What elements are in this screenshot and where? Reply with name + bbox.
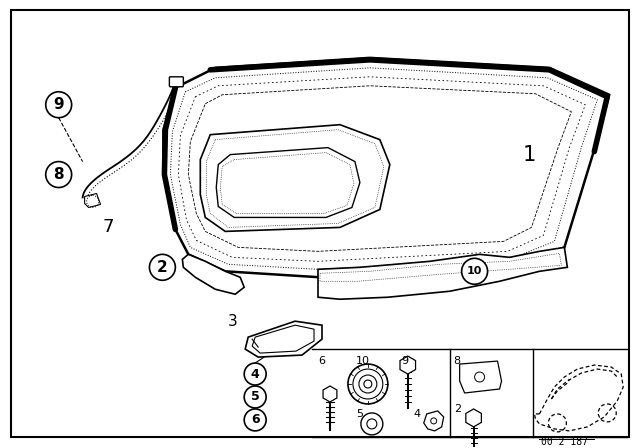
Text: 5: 5 — [251, 391, 260, 404]
Text: 6: 6 — [251, 414, 259, 426]
Text: 10: 10 — [356, 356, 370, 366]
Text: 2: 2 — [454, 404, 461, 414]
Text: 2: 2 — [157, 260, 168, 275]
Polygon shape — [163, 58, 609, 277]
Polygon shape — [84, 194, 100, 207]
Polygon shape — [252, 325, 314, 353]
Text: 5: 5 — [356, 409, 363, 419]
Text: 7: 7 — [103, 219, 115, 237]
FancyBboxPatch shape — [170, 77, 183, 87]
Polygon shape — [216, 148, 360, 217]
Circle shape — [475, 372, 484, 382]
Text: 8: 8 — [53, 167, 64, 182]
Polygon shape — [424, 411, 444, 431]
Circle shape — [359, 375, 377, 393]
Circle shape — [367, 419, 377, 429]
Circle shape — [244, 409, 266, 431]
Polygon shape — [182, 254, 244, 294]
Circle shape — [45, 162, 72, 188]
Text: 10: 10 — [467, 266, 483, 276]
Text: 3: 3 — [227, 314, 237, 329]
Circle shape — [244, 386, 266, 408]
Circle shape — [361, 413, 383, 435]
Circle shape — [45, 92, 72, 118]
Text: 9: 9 — [401, 356, 408, 366]
Text: 00 2 187: 00 2 187 — [541, 437, 588, 447]
Polygon shape — [460, 361, 502, 393]
Text: 9: 9 — [53, 97, 64, 112]
Circle shape — [348, 364, 388, 404]
Text: 8: 8 — [454, 356, 461, 366]
Text: 4: 4 — [413, 409, 421, 419]
Text: 6: 6 — [318, 356, 325, 366]
Text: 1: 1 — [523, 145, 536, 164]
Circle shape — [431, 418, 436, 424]
Circle shape — [364, 380, 372, 388]
Circle shape — [244, 363, 266, 385]
Circle shape — [353, 369, 383, 399]
Polygon shape — [318, 247, 568, 299]
Circle shape — [461, 258, 488, 284]
Polygon shape — [245, 321, 322, 357]
Polygon shape — [200, 125, 390, 232]
Text: 4: 4 — [251, 367, 260, 380]
Circle shape — [149, 254, 175, 280]
